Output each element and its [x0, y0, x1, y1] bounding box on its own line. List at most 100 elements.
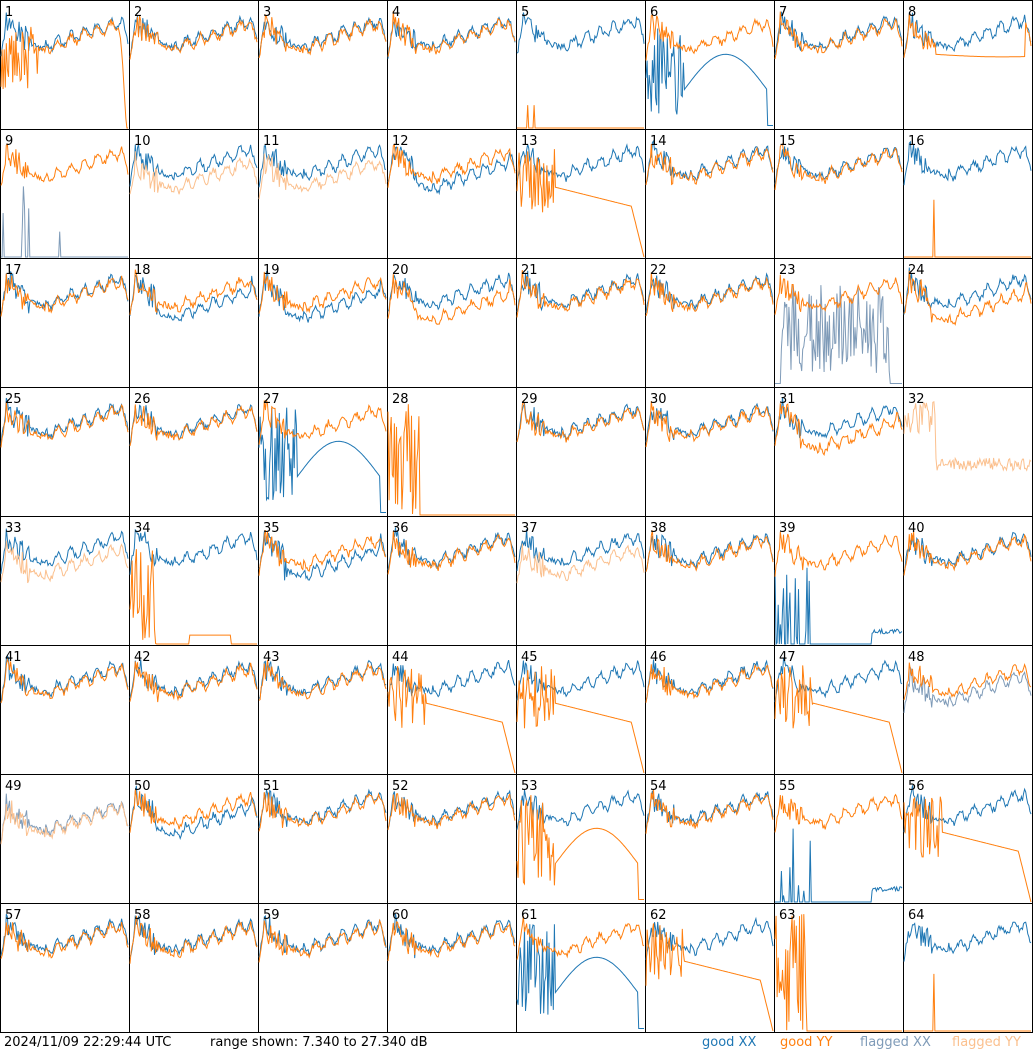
range-text: range shown: 7.340 to 27.340 dB	[210, 1035, 428, 1050]
panel-frame	[387, 0, 517, 130]
panel-frame	[0, 129, 130, 259]
panel-label: 7	[779, 5, 787, 20]
panel-label: 35	[263, 521, 280, 536]
antenna-panel-20: 20	[387, 258, 517, 388]
panel-frame	[387, 129, 517, 259]
panel-label: 6	[650, 5, 658, 20]
series-good-yy	[774, 11, 903, 60]
series-good-xx	[129, 273, 258, 322]
panel-frame	[645, 258, 775, 388]
panel-label: 16	[908, 134, 925, 149]
antenna-panel-51: 51	[258, 774, 388, 904]
panel-frame	[0, 645, 130, 775]
antenna-panel-27: 27	[258, 387, 388, 517]
series-flagged-yy	[129, 151, 258, 195]
antenna-panel-2: 2	[129, 0, 259, 130]
series-good-xx	[129, 403, 258, 446]
series-good-xx	[516, 660, 645, 701]
panel-label: 48	[908, 650, 925, 665]
antenna-panel-26: 26	[129, 387, 259, 517]
panel-frame	[258, 774, 388, 904]
series-good-yy	[903, 531, 1032, 576]
panel-label: 19	[263, 263, 280, 278]
series-good-yy	[645, 923, 774, 1032]
series-good-xx	[645, 28, 773, 126]
panel-label: 42	[134, 650, 151, 665]
series-good-yy	[387, 793, 516, 831]
series-good-xx	[516, 143, 645, 183]
panel-label: 46	[650, 650, 667, 665]
series-good-xx	[645, 139, 774, 184]
panel-label: 27	[263, 392, 280, 407]
panel-label: 28	[392, 392, 409, 407]
antenna-panel-11: 11	[258, 129, 388, 259]
series-good-xx	[774, 567, 903, 646]
antenna-panel-42: 42	[129, 645, 259, 775]
panel-frame	[129, 0, 259, 130]
series-good-yy	[0, 402, 129, 448]
panel-label: 21	[521, 263, 538, 278]
legend-flagged-yy: flagged YY	[952, 1035, 1021, 1050]
panel-label: 54	[650, 779, 667, 794]
antenna-panel-10: 10	[129, 129, 259, 259]
series-good-yy	[516, 915, 645, 960]
antenna-panel-62: 62	[645, 903, 775, 1033]
series-good-yy	[0, 143, 129, 186]
antenna-panel-59: 59	[258, 903, 388, 1033]
series-good-xx	[129, 14, 258, 58]
series-good-xx	[129, 144, 258, 187]
panel-frame	[903, 516, 1033, 646]
panel-frame	[516, 903, 646, 1033]
antenna-panel-24: 24	[903, 258, 1033, 388]
antenna-panel-56: 56	[903, 774, 1033, 904]
antenna-panel-46: 46	[645, 645, 775, 775]
antenna-panel-58: 58	[129, 903, 259, 1033]
antenna-panel-39: 39	[774, 516, 904, 646]
panel-label: 26	[134, 392, 151, 407]
panel-frame	[387, 387, 517, 517]
panel-label: 43	[263, 650, 280, 665]
antenna-panel-29: 29	[516, 387, 646, 517]
series-good-xx	[516, 789, 645, 830]
series-good-yy	[387, 921, 516, 962]
panel-label: 12	[392, 134, 409, 149]
series-flagged-yy	[0, 800, 129, 845]
antenna-panel-31: 31	[774, 387, 904, 517]
series-good-yy	[0, 19, 128, 129]
series-good-yy	[258, 399, 387, 445]
antenna-panel-47: 47	[774, 645, 904, 775]
panel-label: 52	[392, 779, 409, 794]
antenna-panel-4: 4	[387, 0, 517, 130]
antenna-panel-1: 1	[0, 0, 130, 130]
series-good-yy	[258, 271, 387, 314]
antenna-panel-3: 3	[258, 0, 388, 130]
series-good-yy	[903, 662, 1032, 701]
panel-label: 32	[908, 392, 925, 407]
series-good-yy	[387, 274, 516, 325]
series-good-xx	[774, 146, 903, 185]
panel-frame	[258, 258, 388, 388]
panel-frame	[129, 774, 259, 904]
antenna-panel-33: 33	[0, 516, 130, 646]
series-good-yy	[774, 274, 903, 315]
panel-label: 11	[263, 134, 280, 149]
panel-label: 33	[5, 521, 22, 536]
series-good-yy	[774, 531, 903, 577]
antenna-panel-63: 63	[774, 903, 904, 1033]
panel-label: 63	[779, 908, 796, 923]
antenna-panel-49: 49	[0, 774, 130, 904]
antenna-panel-19: 19	[258, 258, 388, 388]
series-good-xx	[387, 272, 516, 312]
panel-label: 3	[263, 5, 271, 20]
series-good-yy	[516, 666, 645, 774]
series-good-xx	[0, 397, 129, 445]
antenna-panel-41: 41	[0, 645, 130, 775]
series-good-yy	[774, 403, 903, 457]
series-good-xx	[387, 16, 516, 59]
antenna-panel-57: 57	[0, 903, 130, 1033]
panel-label: 18	[134, 263, 151, 278]
antenna-panel-35: 35	[258, 516, 388, 646]
series-good-yy	[903, 270, 1032, 326]
series-good-xx	[387, 659, 516, 700]
antenna-panel-22: 22	[645, 258, 775, 388]
